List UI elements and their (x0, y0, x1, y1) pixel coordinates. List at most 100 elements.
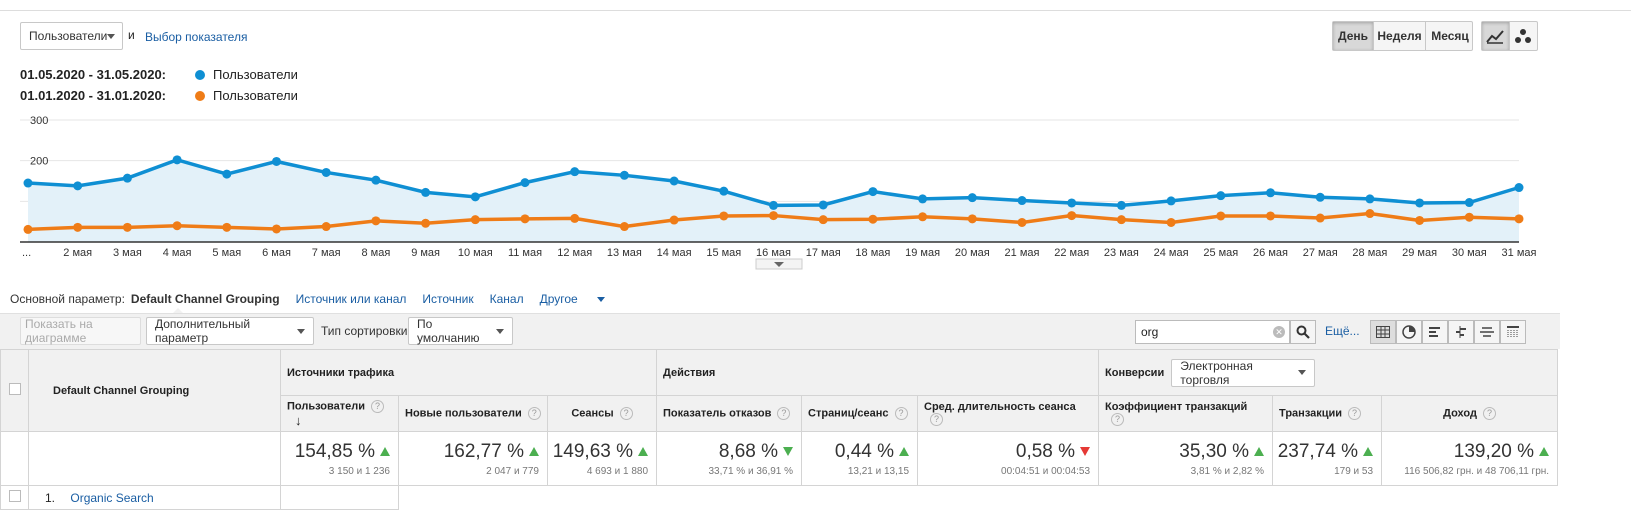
arrow-up-icon (1363, 447, 1374, 456)
metric-dropdown[interactable]: Пользователи (20, 22, 123, 50)
col-conversion-rate[interactable]: Коэффициент транзакций? (1098, 395, 1274, 432)
motion-chart-icon[interactable] (1510, 22, 1537, 50)
col-bounce-rate[interactable]: Показатель отказов? (656, 395, 803, 432)
data-point (1166, 217, 1176, 227)
arrow-up-icon (899, 447, 910, 456)
x-tick-label: 24 мая (1154, 247, 1189, 259)
x-tick-label: 19 мая (905, 247, 940, 259)
line-chart-icon[interactable] (1482, 22, 1510, 50)
table-search-input[interactable]: org ✕ (1135, 320, 1290, 344)
x-tick-label: 9 мая (411, 247, 440, 259)
pivot-view-icon[interactable] (1500, 320, 1526, 344)
data-point (272, 156, 281, 166)
x-tick-label: 20 мая (955, 247, 990, 259)
sort-type-dropdown[interactable]: По умолчанию (408, 317, 513, 345)
select-metric-link[interactable]: Выбор показателя (145, 30, 248, 44)
x-tick-label: 14 мая (657, 247, 692, 259)
comparison-view-icon[interactable] (1448, 320, 1474, 344)
x-tick-label: 31 мая (1502, 247, 1537, 259)
conversion-type-dropdown[interactable]: Электронная торговля (1171, 358, 1316, 387)
sort-desc-icon[interactable]: ↓ (295, 412, 302, 428)
period-week-button[interactable]: Неделя (1374, 22, 1426, 50)
help-icon[interactable]: ? (894, 407, 908, 420)
tab-other[interactable]: Другое (540, 292, 621, 306)
tab-source[interactable]: Источник (422, 292, 474, 306)
period-day-button[interactable]: День (1333, 22, 1374, 50)
sort-type-value: По умолчанию (417, 317, 480, 345)
help-icon[interactable]: ? (619, 407, 633, 420)
row-checkbox-cell[interactable] (0, 485, 29, 510)
x-tick-label: 2 мая (63, 247, 92, 259)
view-buttons (1370, 320, 1526, 344)
col-revenue[interactable]: Доход? (1381, 395, 1559, 432)
x-tick-label: 17 мая (806, 247, 841, 259)
total-pages-session: 0,44 % 13,21 и 13,15 (801, 431, 919, 486)
legend-current-date: 01.05.2020 - 31.05.2020: (20, 67, 167, 82)
chevron-down-icon (596, 296, 605, 302)
performance-view-icon[interactable] (1422, 320, 1448, 344)
help-icon[interactable]: ? (1348, 407, 1362, 420)
total-conversion-rate-pct-wrap: 35,30 % (1099, 441, 1265, 463)
col-sessions[interactable]: Сеансы? (546, 395, 658, 432)
pie-view-icon[interactable] (1396, 320, 1422, 344)
x-tick-label: 28 мая (1352, 247, 1387, 259)
help-icon[interactable]: ? (930, 413, 944, 426)
dimension-header[interactable]: Default Channel Grouping (28, 349, 281, 432)
chart-type-buttons (1481, 21, 1538, 51)
clear-icon[interactable]: ✕ (1273, 326, 1285, 338)
total-bounce-rate-sub: 33,71 % и 36,91 % (708, 465, 794, 477)
tab-source-medium[interactable]: Источник или канал (295, 292, 407, 306)
col-users[interactable]: Пользователи ? ↓ (280, 395, 399, 432)
more-link[interactable]: Ещё... (1325, 324, 1360, 338)
table-row: 1. Organic Search (0, 485, 1558, 510)
table-view-icon[interactable] (1370, 320, 1396, 344)
y-tick-label: 200 (30, 156, 48, 168)
col-new-users-label: Новые пользователи (405, 407, 522, 420)
data-point (918, 194, 928, 204)
tab-medium[interactable]: Канал (489, 292, 524, 306)
help-icon[interactable]: ? (527, 407, 541, 420)
data-point (1464, 198, 1474, 208)
col-new-users[interactable]: Новые пользователи? (398, 395, 548, 432)
totals-empty-cell (28, 431, 281, 486)
search-icon (1296, 325, 1310, 339)
term-cloud-view-icon[interactable] (1474, 320, 1500, 344)
select-all-checkbox[interactable] (8, 383, 21, 395)
col-transactions-label: Транзакции (1279, 407, 1343, 420)
col-avg-session-duration[interactable]: Сред. длительность сеанса? (917, 395, 1100, 432)
help-icon[interactable]: ? (371, 399, 385, 413)
legend-current-dot (195, 69, 205, 80)
data-point (1116, 215, 1126, 225)
help-icon[interactable]: ? (1482, 407, 1496, 420)
data-point (967, 193, 977, 203)
x-tick-label: 10 мая (458, 247, 493, 259)
data-point (1415, 215, 1425, 225)
and-label: и (128, 28, 135, 42)
data-point (619, 222, 629, 232)
search-button[interactable] (1290, 320, 1316, 344)
total-avg-session-duration: 0,58 % 00:04:51 и 00:04:53 (917, 431, 1100, 486)
secondary-dimension-dropdown[interactable]: Дополнительный параметр (146, 317, 314, 345)
total-conversion-rate-sub: 3,81 % и 2,82 % (1190, 465, 1265, 477)
row-checkbox[interactable] (8, 490, 21, 502)
total-pages-session-pct-wrap: 0,44 % (802, 441, 910, 463)
data-point (222, 169, 232, 179)
plot-rows-button[interactable]: Показать на диаграмме (20, 317, 141, 345)
top-divider (0, 10, 1631, 11)
row-dimension-link[interactable]: Organic Search (70, 490, 154, 505)
help-icon[interactable]: ? (777, 407, 791, 420)
total-sessions-sub: 4 693 и 1 880 (586, 465, 649, 477)
sort-type-label: Тип сортировки: (321, 324, 411, 338)
chevron-down-icon (297, 328, 305, 334)
plot-rows-label: Показать на диаграмме (25, 317, 93, 345)
total-users-pct: 154,85 % (294, 440, 375, 462)
tab-default-channel-grouping[interactable]: Default Channel Grouping (130, 292, 280, 306)
col-pages-session[interactable]: Страниц/сеанс? (801, 395, 919, 432)
period-month-button[interactable]: Месяц (1431, 29, 1469, 43)
select-all-cell[interactable] (0, 349, 29, 432)
help-icon[interactable]: ? (1111, 413, 1125, 426)
data-point (1315, 213, 1325, 223)
total-avg-session-duration-pct-wrap: 0,58 % (918, 441, 1091, 463)
col-transactions[interactable]: Транзакции? (1272, 395, 1383, 432)
